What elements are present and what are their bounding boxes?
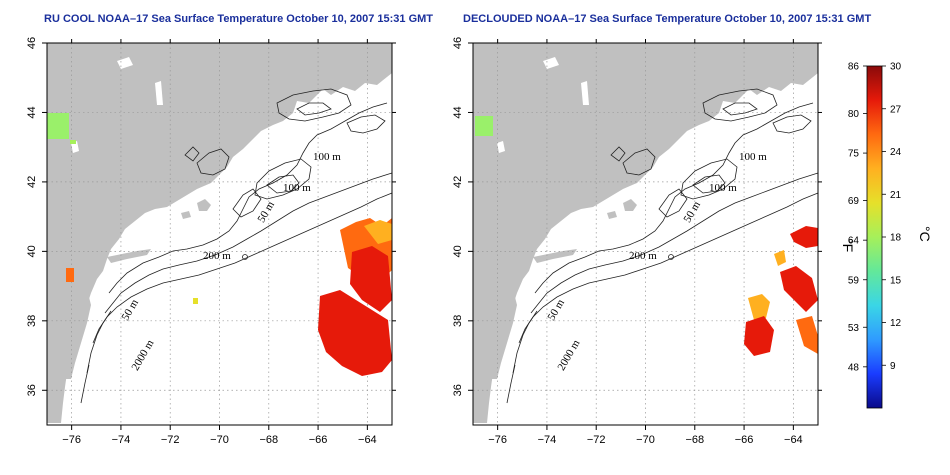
left-lon-tick-label: −64 <box>358 434 377 446</box>
left-lat-tick-label: 40 <box>26 245 38 257</box>
left-sst-patch-orange-edge <box>364 220 392 244</box>
right-graticule <box>473 42 818 425</box>
left-sst-patch-hot-upper <box>350 246 392 312</box>
colorbar-celsius-label: 9 <box>890 361 896 372</box>
left-sst-patch-small-green <box>70 140 76 144</box>
left-sst-patch-coast <box>66 268 74 282</box>
left-lat-tick-label: 44 <box>26 106 38 118</box>
colorbar-celsius-label: 27 <box>890 104 902 115</box>
left-lon-tick-label: −74 <box>112 434 131 446</box>
left-map-panel: 100 m 100 m 50 m 200 m 50 m 2000 m −76 −7… <box>26 37 396 446</box>
right-sst-patch-orange-small <box>774 250 786 266</box>
colorbar-unit-fahrenheit: °F <box>840 238 856 252</box>
colorbar-celsius-label: 15 <box>890 275 902 286</box>
right-sst-patch-warm-lower <box>796 316 818 354</box>
right-contour-label-2: 100 m <box>709 182 737 194</box>
colorbar-celsius-label: 24 <box>890 147 902 158</box>
right-lon-tick-label: −72 <box>587 434 606 446</box>
left-lat-tick-label: 38 <box>26 315 38 327</box>
left-lon-tick-label: −76 <box>62 434 81 446</box>
colorbar-fahrenheit-label: 75 <box>848 149 860 160</box>
left-sst-patch-hot-lower <box>318 290 392 376</box>
right-lon-tick-label: −76 <box>488 434 507 446</box>
right-sst-patches <box>475 116 818 356</box>
right-sst-patch-hot-edge <box>790 226 818 248</box>
right-sst-patch-green <box>475 116 493 136</box>
colorbar-celsius-label: 12 <box>890 318 902 329</box>
right-lon-tick-label: −64 <box>784 434 803 446</box>
colorbar: 30 86 27 80 24 75 21 69 18 64 15 59 12 53 9 48 °F °C <box>840 62 933 409</box>
colorbar-fahrenheit-label: 86 <box>848 62 860 73</box>
left-contour-label-2: 100 m <box>283 182 311 194</box>
right-lat-tick-label: 44 <box>452 106 464 118</box>
colorbar-fahrenheit-label: 59 <box>848 275 860 286</box>
colorbar-fahrenheit-label: 69 <box>848 196 860 207</box>
right-lon-tick-label: −66 <box>735 434 754 446</box>
right-contour-label-4: 200 m <box>629 250 657 262</box>
right-lat-tick-label: 46 <box>452 37 464 49</box>
colorbar-celsius-label: 18 <box>890 233 902 244</box>
right-sst-patch-orange <box>748 294 770 320</box>
left-lat-tick-label: 46 <box>26 37 38 49</box>
left-contour-label-1: 100 m <box>313 151 341 163</box>
right-sst-patch-hot-mid <box>780 266 818 312</box>
right-sst-patch-hot-lower <box>744 316 774 356</box>
colorbar-fahrenheit-label: 53 <box>848 323 860 334</box>
left-sst-patch-yellow <box>193 298 198 304</box>
left-sst-patch-green <box>47 113 69 139</box>
left-lat-tick-label: 42 <box>26 176 38 188</box>
right-lat-tick-label: 42 <box>452 176 464 188</box>
colorbar-celsius-label: 21 <box>890 190 902 201</box>
colorbar-fahrenheit-label: 64 <box>848 236 860 247</box>
colorbar-celsius-label: 30 <box>890 62 902 73</box>
right-lat-tick-label: 38 <box>452 315 464 327</box>
left-axis-ticks: −76 −74 −72 −70 −68 −66 −64 36 38 40 42 44 46 <box>26 37 396 446</box>
right-map-title: DECLOUDED NOAA–17 Sea Surface Temperatur… <box>463 13 872 25</box>
right-lat-tick-label: 36 <box>452 384 464 396</box>
right-axis-ticks: −76 −74 −72 −70 −68 −66 −64 36 38 40 42 44 46 <box>452 37 822 446</box>
colorbar-gradient <box>866 65 883 409</box>
left-sst-patches <box>47 113 392 376</box>
left-lon-tick-label: −66 <box>309 434 328 446</box>
right-lon-tick-label: −70 <box>636 434 655 446</box>
right-lon-tick-label: −68 <box>685 434 704 446</box>
colorbar-fahrenheit-label: 80 <box>848 109 860 120</box>
left-graticule <box>47 42 392 425</box>
left-lon-tick-label: −70 <box>210 434 229 446</box>
left-lon-tick-label: −72 <box>161 434 180 446</box>
colorbar-unit-celsius: °C <box>917 226 933 242</box>
right-map-panel: 100 m 100 m 50 m 200 m 50 m 2000 m −76 −7… <box>452 37 822 446</box>
colorbar-fahrenheit-label: 48 <box>848 362 860 373</box>
right-lat-tick-label: 40 <box>452 245 464 257</box>
left-contour-label-4: 200 m <box>203 250 231 262</box>
right-contour-label-1: 100 m <box>739 151 767 163</box>
left-map-title: RU COOL NOAA–17 Sea Surface Temperature … <box>44 13 434 25</box>
right-lon-tick-label: −74 <box>538 434 557 446</box>
left-lat-tick-label: 36 <box>26 384 38 396</box>
left-lon-tick-label: −68 <box>259 434 278 446</box>
